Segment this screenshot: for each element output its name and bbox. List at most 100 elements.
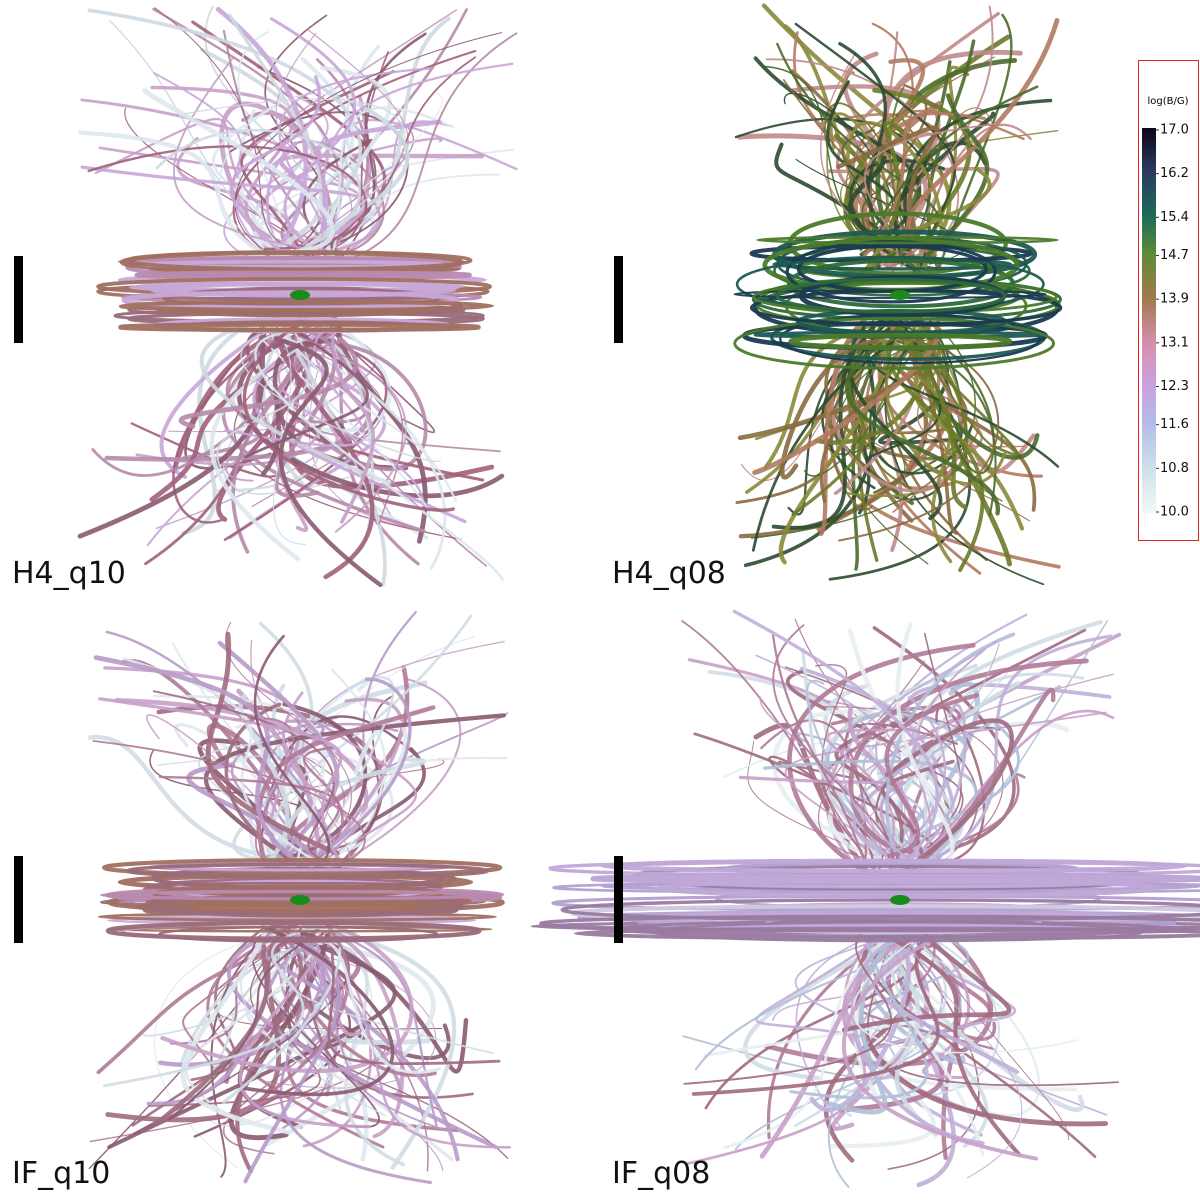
field-line bbox=[135, 327, 338, 466]
field-line bbox=[844, 342, 1000, 516]
panel-label: IF_q10 bbox=[12, 1156, 110, 1191]
disk-loop bbox=[105, 920, 482, 942]
disk-loop bbox=[787, 258, 1016, 309]
field-line bbox=[278, 329, 458, 503]
field-line bbox=[274, 326, 337, 499]
field-line bbox=[809, 945, 912, 1112]
field-line bbox=[800, 666, 918, 857]
field-line bbox=[240, 324, 441, 463]
disk-loop bbox=[775, 277, 1007, 314]
field-line bbox=[88, 735, 307, 863]
panel-label: H4_q08 bbox=[612, 556, 726, 591]
field-line bbox=[884, 693, 980, 859]
field-line bbox=[919, 634, 1113, 867]
disk-loop bbox=[118, 322, 481, 333]
field-line bbox=[310, 756, 508, 871]
field-line bbox=[825, 728, 921, 853]
field-line bbox=[684, 924, 889, 1166]
field-line bbox=[771, 633, 870, 877]
colorbar-tick-label: 13.9 bbox=[1160, 292, 1189, 307]
core bbox=[290, 895, 310, 905]
field-line bbox=[224, 333, 366, 447]
field-line bbox=[847, 643, 1000, 866]
field-line bbox=[158, 775, 340, 868]
field-line bbox=[105, 921, 299, 1123]
field-line bbox=[179, 336, 359, 429]
field-line bbox=[92, 740, 366, 866]
field-line bbox=[910, 942, 1023, 1179]
field-line bbox=[683, 920, 893, 1085]
panel-label: H4_q10 bbox=[12, 556, 126, 591]
disk-loop bbox=[756, 235, 1059, 245]
field-line bbox=[868, 343, 974, 475]
field-line bbox=[236, 330, 505, 499]
field-line bbox=[886, 321, 985, 572]
core bbox=[890, 895, 910, 905]
field-line bbox=[824, 330, 965, 461]
field-line bbox=[784, 711, 1107, 855]
field-line bbox=[254, 331, 505, 582]
colorbar-tick-label: 14.7 bbox=[1160, 248, 1189, 263]
field-line bbox=[747, 740, 896, 865]
field-line bbox=[778, 330, 889, 565]
field-line bbox=[738, 775, 910, 861]
field-line bbox=[98, 697, 343, 860]
field-line bbox=[766, 927, 897, 1140]
disk-loop bbox=[121, 290, 460, 310]
field-line bbox=[826, 928, 1017, 1066]
field-line bbox=[840, 928, 1000, 1099]
colorbar-tick-label: 10.8 bbox=[1160, 461, 1189, 476]
colorbar-scale bbox=[1142, 128, 1156, 513]
field-line bbox=[210, 930, 272, 1178]
field-line bbox=[216, 325, 311, 493]
field-line bbox=[180, 919, 292, 1135]
field-line bbox=[185, 940, 323, 1126]
field-line bbox=[763, 759, 978, 874]
field-line bbox=[938, 13, 1013, 269]
disk-loop bbox=[788, 332, 1013, 351]
field-line bbox=[806, 679, 890, 855]
disk-loop bbox=[118, 299, 495, 313]
field-line bbox=[794, 618, 947, 878]
field-line bbox=[842, 640, 999, 877]
field-line bbox=[884, 718, 1014, 871]
scale-bar bbox=[614, 856, 623, 943]
field-line bbox=[884, 328, 1045, 586]
field-line bbox=[154, 7, 310, 250]
field-line bbox=[787, 642, 976, 875]
field-line bbox=[168, 934, 316, 1121]
field-line bbox=[223, 95, 329, 264]
disk-loop bbox=[125, 862, 490, 880]
field-line bbox=[315, 677, 412, 858]
field-line bbox=[771, 315, 889, 530]
field-line bbox=[763, 314, 920, 470]
field-line bbox=[262, 339, 431, 516]
colorbar-tick-label: 16.2 bbox=[1160, 166, 1189, 181]
colorbar-tick-label: 10.0 bbox=[1160, 505, 1189, 520]
field-line bbox=[212, 103, 281, 268]
field-line bbox=[238, 693, 290, 871]
field-line bbox=[256, 705, 436, 868]
field-line bbox=[173, 57, 332, 254]
field-line bbox=[779, 339, 879, 480]
disk-loop bbox=[652, 921, 1145, 943]
field-line bbox=[186, 762, 328, 872]
field-line bbox=[80, 98, 382, 257]
field-line bbox=[274, 336, 383, 588]
field-line bbox=[323, 323, 435, 433]
field-line bbox=[244, 324, 369, 458]
colorbar-tick-label: 11.6 bbox=[1160, 417, 1189, 432]
field-line bbox=[787, 338, 883, 516]
field-lines bbox=[77, 3, 1200, 1188]
field-line bbox=[232, 717, 295, 866]
field-line bbox=[122, 657, 339, 875]
field-line bbox=[109, 20, 290, 259]
disk-loop bbox=[125, 250, 473, 271]
scale-bar bbox=[14, 256, 23, 343]
field-line bbox=[818, 660, 925, 859]
field-line bbox=[103, 926, 313, 1088]
field-line bbox=[880, 759, 955, 855]
field-line bbox=[181, 313, 268, 536]
disk-loop bbox=[733, 317, 1056, 370]
field-line bbox=[322, 940, 442, 1074]
